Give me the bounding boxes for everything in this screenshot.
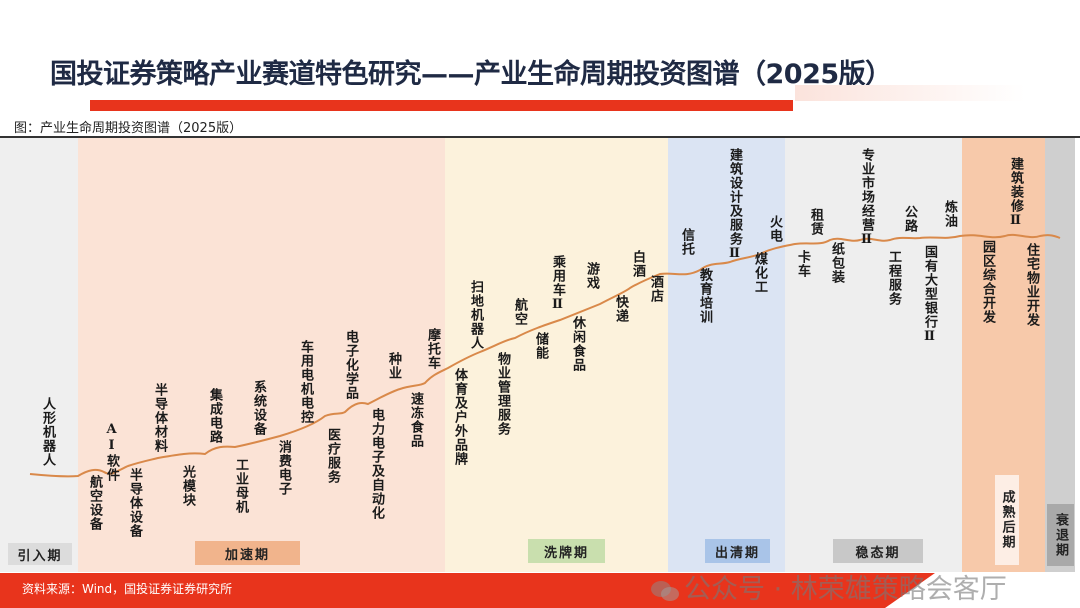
figure-caption: 图：产业生命周期投资图谱（2025版） bbox=[14, 121, 243, 136]
industry-label: 游戏 bbox=[584, 262, 599, 290]
industry-label: 物业管理服务 bbox=[495, 352, 510, 436]
industry-label: 乘用车Ⅱ bbox=[550, 255, 565, 313]
industry-label: 半导体材料 bbox=[152, 383, 167, 453]
title-underline-bar bbox=[90, 100, 793, 111]
industry-label: 扫地机器人 bbox=[468, 280, 483, 350]
industry-label: 教育培训 bbox=[697, 268, 712, 324]
industry-label: 租赁 bbox=[808, 208, 823, 236]
industry-label: 建筑装修Ⅱ bbox=[1008, 157, 1023, 229]
lifecycle-curve-line bbox=[29, 233, 1061, 478]
stage-label: 衰退期 bbox=[1047, 504, 1074, 566]
title-decoration bbox=[795, 85, 1025, 101]
band-decline bbox=[1045, 138, 1075, 572]
industry-label: 航空设备 bbox=[87, 475, 102, 531]
industry-label: 园区综合开发 bbox=[980, 240, 995, 324]
industry-label: 煤化工 bbox=[752, 252, 767, 294]
industry-label: 信托 bbox=[679, 228, 694, 256]
industry-label: 车用电机电控 bbox=[298, 340, 313, 424]
industry-label: 工业母机 bbox=[233, 458, 248, 514]
industry-label: 人形机器人 bbox=[40, 397, 55, 467]
industry-label: 工程服务 bbox=[886, 250, 901, 306]
industry-label: 速冻食品 bbox=[408, 392, 423, 448]
band-introduction bbox=[0, 138, 78, 572]
industry-label: 住宅物业开发 bbox=[1024, 243, 1039, 327]
stage-label: 洗牌期 bbox=[528, 539, 605, 563]
industry-label: 半导体设备 bbox=[127, 468, 142, 538]
stage-label: 出清期 bbox=[705, 539, 770, 563]
industry-label: 体育及户外品牌 bbox=[452, 368, 467, 466]
industry-label: 电子化学品 bbox=[343, 330, 358, 400]
stage-label: 引入期 bbox=[8, 543, 72, 565]
industry-label: 种业 bbox=[386, 352, 401, 380]
industry-label: 快递 bbox=[613, 295, 628, 323]
band-acceleration bbox=[78, 138, 445, 572]
industry-label: 休闲食品 bbox=[570, 316, 585, 372]
industry-label: 火电 bbox=[767, 215, 782, 243]
industry-label: 纸包装 bbox=[829, 242, 844, 284]
footer-red-band bbox=[0, 573, 935, 608]
industry-label: 系统设备 bbox=[251, 380, 266, 436]
industry-label: 专业市场经营Ⅱ bbox=[859, 148, 874, 248]
industry-label: 航空 bbox=[512, 298, 527, 326]
page-title: 国投证券策略产业赛道特色研究——产业生命周期投资图谱（2025版） bbox=[50, 59, 892, 90]
industry-label: 国有大型银行Ⅱ bbox=[922, 245, 937, 345]
watermark: 公众号 · 林荣雄策略会客厅 bbox=[684, 574, 1007, 605]
stage-label: 加速期 bbox=[195, 541, 300, 565]
industry-label: 建筑设计及服务Ⅱ bbox=[727, 148, 742, 262]
industry-label: 集成电路 bbox=[207, 388, 222, 444]
industry-label: 公路 bbox=[902, 205, 917, 233]
band-shakeout bbox=[445, 138, 668, 572]
wechat-icon bbox=[651, 581, 679, 601]
caption-rule bbox=[0, 136, 1080, 138]
industry-label: AI软件 bbox=[104, 422, 119, 482]
industry-label: 储能 bbox=[533, 332, 548, 360]
industry-label: 卡车 bbox=[795, 250, 810, 278]
industry-label: 消费电子 bbox=[276, 440, 291, 496]
industry-label: 光模块 bbox=[180, 465, 195, 507]
stage-label: 成熟后期 bbox=[995, 475, 1019, 565]
industry-label: 摩托车 bbox=[425, 328, 440, 370]
source-note: 资料来源：Wind，国投证券证券研究所 bbox=[22, 582, 233, 596]
band-clearing bbox=[668, 138, 785, 572]
industry-label: 医疗服务 bbox=[325, 428, 340, 484]
stage-label: 稳态期 bbox=[833, 539, 923, 563]
industry-label: 电力电子及自动化 bbox=[369, 408, 384, 520]
industry-label: 白酒 bbox=[630, 250, 645, 278]
industry-label: 炼油 bbox=[942, 200, 957, 228]
band-steady bbox=[785, 138, 962, 572]
industry-label: 酒店 bbox=[648, 275, 663, 303]
